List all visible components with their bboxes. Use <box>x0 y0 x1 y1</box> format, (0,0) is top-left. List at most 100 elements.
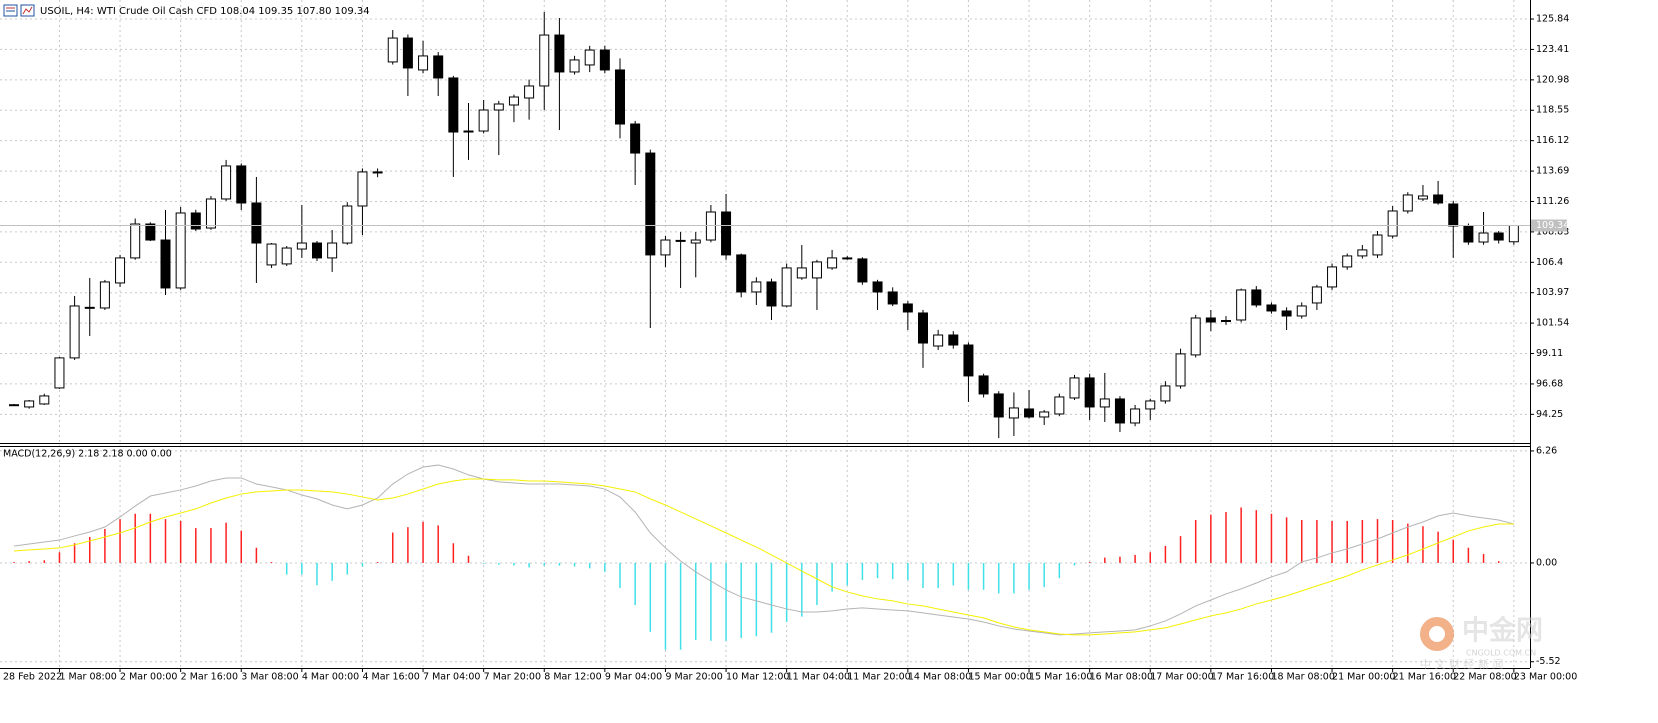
candle-body <box>1266 304 1277 312</box>
histogram-bar <box>755 562 758 637</box>
histogram-bar <box>1437 531 1439 563</box>
histogram-bar <box>89 537 91 563</box>
x-tick-label: 4 Mar 00:00 <box>302 672 359 683</box>
watermark-logo-inner <box>1429 626 1445 642</box>
histogram-bar <box>43 560 46 563</box>
histogram-bar <box>1088 562 1091 563</box>
candle-body <box>1145 400 1156 410</box>
histogram-bar <box>907 562 909 580</box>
y-tick-label: 108.83 <box>1536 226 1569 237</box>
candle-body <box>372 171 383 174</box>
candle-body <box>796 267 807 279</box>
x-tick-label: 9 Mar 04:00 <box>605 672 662 683</box>
candle-body <box>1387 210 1398 237</box>
candle-body <box>296 242 307 250</box>
x-tick-label: 14 Mar 08:00 <box>908 672 971 683</box>
histogram-bar <box>270 562 273 563</box>
candle-body <box>69 305 80 359</box>
histogram-bar <box>1331 520 1333 563</box>
candle-body <box>463 130 474 133</box>
candle-body <box>175 212 186 289</box>
histogram-bar <box>255 547 258 563</box>
y-tick-label: 113.69 <box>1536 166 1569 177</box>
histogram-bar <box>998 562 1000 594</box>
histogram-bar <box>1013 562 1015 594</box>
x-tick-label: 1 Mar 08:00 <box>59 672 116 683</box>
histogram-bar <box>695 562 697 640</box>
histogram-bar <box>1255 510 1258 563</box>
candle-body <box>811 261 822 279</box>
histogram-bar <box>149 513 152 563</box>
histogram-bar <box>240 530 242 563</box>
x-tick-label: 10 Mar 12:00 <box>726 672 789 683</box>
histogram-bar <box>604 562 606 572</box>
histogram-bar <box>1361 520 1364 563</box>
candle-body <box>508 96 519 106</box>
candle-body <box>266 243 277 266</box>
candle-body <box>524 85 535 99</box>
candle-body <box>766 281 777 307</box>
candle-body <box>1311 286 1322 304</box>
x-tick-label: 17 Mar 00:00 <box>1150 672 1213 683</box>
x-tick-label: 21 Mar 00:00 <box>1332 672 1395 683</box>
watermark-site: CNGOLD.COM.CN <box>1466 649 1536 658</box>
candle-body <box>584 49 595 66</box>
candle-body <box>24 400 35 408</box>
candle-body <box>1099 398 1110 408</box>
histogram-bar <box>437 525 439 563</box>
candle-body <box>1236 289 1247 321</box>
histogram-bar <box>528 562 530 568</box>
x-tick-label: 17 Mar 16:00 <box>1211 672 1274 683</box>
y-tick-label: 0.00 <box>1536 557 1557 568</box>
histogram-bar <box>770 562 773 633</box>
candle-body <box>1008 407 1019 419</box>
histogram-bar <box>1028 562 1030 590</box>
candle-body <box>1039 411 1050 418</box>
histogram-bar <box>1407 523 1409 563</box>
candle-body <box>857 258 868 283</box>
candle-body <box>448 77 459 133</box>
y-tick-label: 101.54 <box>1536 318 1569 329</box>
chart-title: USOIL, H4: WTI Crude Oil Cash CFD 108.04… <box>40 6 370 17</box>
histogram-bar <box>922 562 924 589</box>
candle-body <box>1130 408 1141 424</box>
histogram-bar <box>1119 556 1121 563</box>
candle-body <box>1478 232 1489 243</box>
x-tick-label: 15 Mar 16:00 <box>1029 672 1092 683</box>
candle-body <box>99 281 110 309</box>
candle-body <box>1493 232 1504 241</box>
candle-body <box>1251 289 1262 306</box>
histogram-bar <box>119 519 121 563</box>
histogram-bar <box>1134 554 1136 563</box>
histogram-bar <box>1043 562 1045 588</box>
histogram-bar <box>1301 520 1303 563</box>
candle-body <box>493 103 504 111</box>
y-tick-label: 125.84 <box>1536 14 1569 25</box>
candle-body <box>1175 353 1186 387</box>
candle-body <box>327 242 338 259</box>
histogram-bar <box>619 562 621 589</box>
candle-body <box>39 395 50 405</box>
x-tick-label: 7 Mar 20:00 <box>484 672 541 683</box>
histogram-bar <box>1179 536 1182 563</box>
candle-body <box>993 393 1004 418</box>
watermark-name: 中金网 <box>1462 615 1543 647</box>
candle-body <box>54 357 65 389</box>
candle-body <box>1342 255 1353 268</box>
x-tick-label: 2 Mar 16:00 <box>181 672 238 683</box>
y-tick-label: 116.12 <box>1536 135 1569 146</box>
histogram-bar <box>452 543 455 563</box>
candle-body <box>569 59 580 73</box>
candle-body <box>827 257 838 269</box>
candle-body <box>1448 203 1459 227</box>
candle-body <box>1327 266 1338 288</box>
histogram-bar <box>301 562 303 575</box>
histogram-bar <box>816 562 818 606</box>
histogram-bar <box>1194 520 1197 563</box>
histogram-bar <box>28 561 30 563</box>
histogram-bar <box>13 562 15 563</box>
candle-body <box>145 223 156 241</box>
histogram-bar <box>725 562 727 641</box>
